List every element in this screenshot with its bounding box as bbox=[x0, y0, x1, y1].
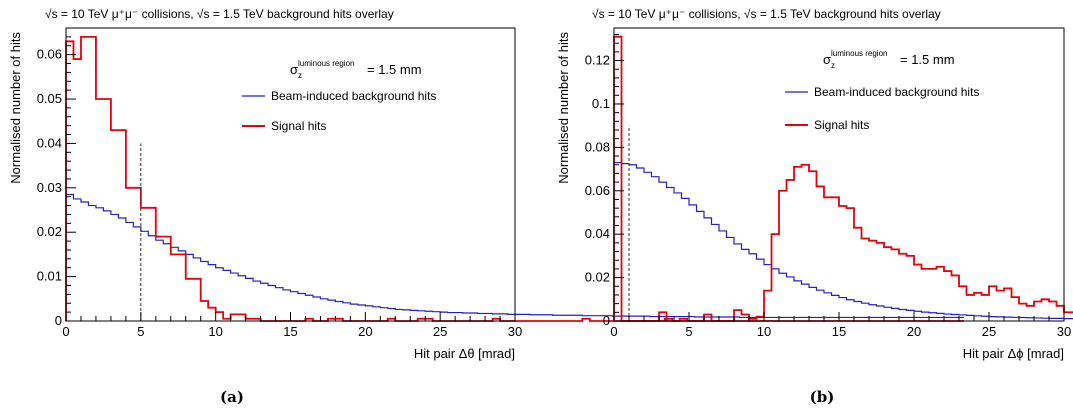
sigma-subscript: z bbox=[298, 71, 302, 80]
y-tick-label: 0.02 bbox=[585, 270, 610, 285]
y-axis-label: Normalised number of hits bbox=[8, 32, 23, 184]
x-tick-label: 5 bbox=[685, 324, 692, 339]
panel-label: (a) bbox=[220, 388, 244, 406]
background-hits-series bbox=[613, 161, 1073, 321]
legend-label-signal: Signal hits bbox=[271, 119, 326, 133]
x-tick-label: 25 bbox=[433, 324, 447, 339]
y-tick-label: 0.05 bbox=[37, 91, 62, 106]
y-tick-label: 0.1 bbox=[592, 96, 610, 111]
panel-label: (b) bbox=[810, 388, 835, 406]
sigma-superscript: luminous region bbox=[831, 49, 887, 58]
y-tick-label: 0.08 bbox=[585, 139, 610, 154]
x-tick-label: 25 bbox=[982, 324, 996, 339]
y-tick-label: 0.04 bbox=[585, 226, 610, 241]
plot-area: 0 5 10 15 20 25 30 0 0.02 0.04 0.06 0.08 0.1 0.12 bbox=[585, 27, 1073, 339]
x-tick-label: 0 bbox=[610, 324, 617, 339]
chart-title: √s = 10 TeV μ⁺μ⁻ collisions, √s = 1.5 Te… bbox=[592, 7, 941, 21]
y-axis-label: Normalised number of hits bbox=[556, 32, 571, 184]
x-tick-label: 30 bbox=[1057, 324, 1071, 339]
x-tick-label: 20 bbox=[358, 324, 372, 339]
x-tick-label: 5 bbox=[137, 324, 144, 339]
legend-label-signal: Signal hits bbox=[814, 118, 869, 132]
x-tick-label: 20 bbox=[907, 324, 921, 339]
annotation-value: = 1.5 mm bbox=[367, 62, 422, 77]
y-tick-label: 0.03 bbox=[37, 180, 62, 195]
background-hits-series bbox=[65, 193, 964, 321]
x-axis-label: Hit pair Δϕ [mrad] bbox=[963, 346, 1064, 361]
sigma-symbol: σ bbox=[290, 62, 298, 77]
y-tick-label: 0 bbox=[55, 313, 62, 328]
plot-frame bbox=[613, 27, 1065, 322]
chart-title: √s = 10 TeV μ⁺μ⁻ collisions, √s = 1.5 Te… bbox=[45, 7, 394, 21]
x-tick-label: 15 bbox=[832, 324, 846, 339]
panel-b: 0 5 10 15 20 25 30 0 0.02 0.04 0.06 0.08 0.1 0.12 √s … bbox=[556, 7, 1073, 406]
x-tick-label: 15 bbox=[283, 324, 297, 339]
luminous-region-annotation: σ z luminous region = 1.5 mm bbox=[823, 49, 955, 70]
x-tick-label: 10 bbox=[208, 324, 222, 339]
legend: Beam-induced background hits Signal hits bbox=[785, 85, 979, 132]
y-tick-label: 0 bbox=[603, 313, 610, 328]
sigma-subscript: z bbox=[831, 61, 835, 70]
y-tick-label: 0.06 bbox=[37, 47, 62, 62]
sigma-symbol: σ bbox=[823, 52, 831, 67]
x-axis-label: Hit pair Δθ [mrad] bbox=[414, 346, 515, 361]
x-tick-label: 30 bbox=[508, 324, 522, 339]
y-tick-label: 0.06 bbox=[585, 183, 610, 198]
x-tick-label: 10 bbox=[757, 324, 771, 339]
y-tick-label: 0.01 bbox=[37, 269, 62, 284]
x-tick-label: 0 bbox=[62, 324, 69, 339]
legend-label-background: Beam-induced background hits bbox=[814, 85, 979, 99]
legend: Beam-induced background hits Signal hits bbox=[242, 89, 436, 133]
y-tick-label: 0.04 bbox=[37, 135, 62, 150]
legend-label-background: Beam-induced background hits bbox=[271, 89, 436, 103]
sigma-superscript: luminous region bbox=[298, 59, 354, 68]
annotation-value: = 1.5 mm bbox=[900, 52, 955, 67]
y-tick-label: 0.12 bbox=[585, 53, 610, 68]
luminous-region-annotation: σ z luminous region = 1.5 mm bbox=[290, 59, 422, 80]
y-tick-label: 0.02 bbox=[37, 224, 62, 239]
signal-hits-series bbox=[613, 35, 1073, 322]
panel-a: 0 5 10 15 20 25 30 0 0.01 0.02 0.03 0.04 0.05 0.06 √s… bbox=[8, 7, 964, 406]
